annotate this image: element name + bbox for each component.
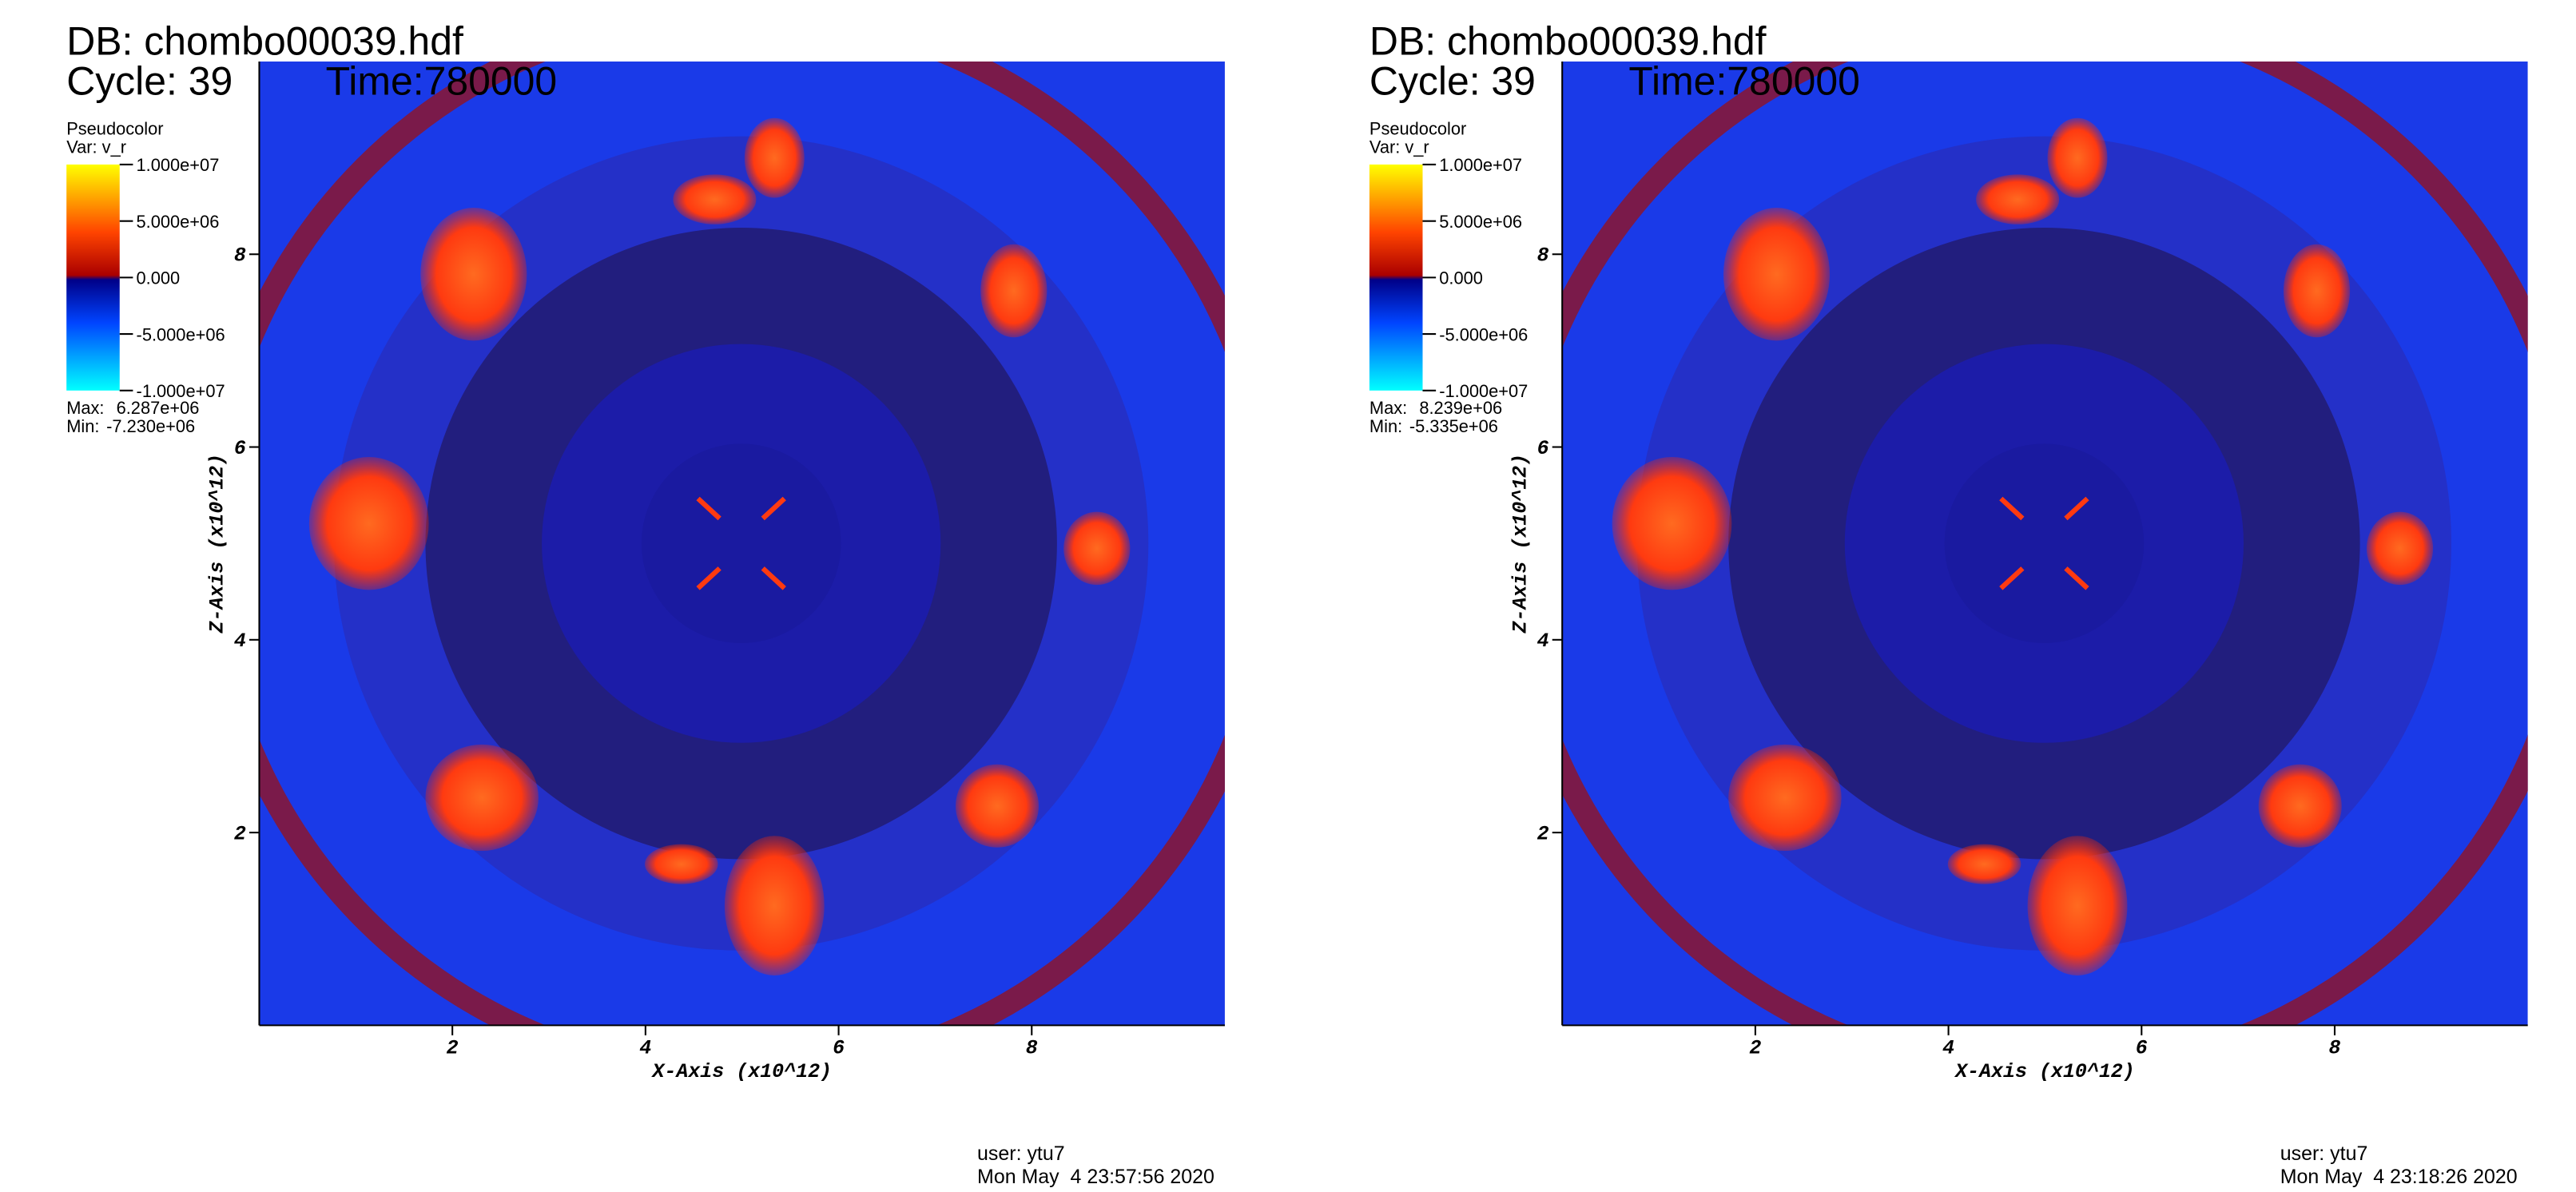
cycle-label: Cycle: 39 <box>66 59 233 104</box>
y-axis-label: Z-Axis (x10^12) <box>1509 454 1532 634</box>
min-value: -7.230e+06 <box>106 416 195 436</box>
x-axis-label: X-Axis (x10^12) <box>650 1061 832 1083</box>
colorbar-tick-label: -1.000e+07 <box>137 381 225 401</box>
user-label: user: ytu7 <box>2280 1142 2368 1165</box>
time-label: Time:780000 <box>326 59 557 104</box>
date-label: Mon May 4 23:18:26 2020 <box>2280 1166 2518 1188</box>
x-tick-label: 8 <box>2328 1038 2340 1060</box>
y-tick-label: 8 <box>1537 245 1549 268</box>
y-tick-label: 4 <box>1537 630 1549 653</box>
y-axis-label: Z-Axis (x10^12) <box>207 454 229 634</box>
max-label: Max: <box>66 398 104 418</box>
x-tick-label: 6 <box>2136 1038 2148 1060</box>
max-label: Max: <box>1369 398 1407 418</box>
colorbar-tick-label: 1.000e+07 <box>137 155 220 175</box>
colorbar-tick-label: -5.000e+06 <box>137 324 225 344</box>
db-label: DB: chombo00039.hdf <box>66 19 463 64</box>
field-right <box>1513 12 2576 1075</box>
user-label: user: ytu7 <box>977 1142 1065 1165</box>
colorbar-tick-label: 1.000e+07 <box>1439 155 1522 175</box>
colorbar-tick-label: 0.000 <box>1439 268 1483 288</box>
legend-title: Pseudocolor <box>1369 118 1466 138</box>
time-label: Time:780000 <box>1628 59 1859 104</box>
y-tick-label: 6 <box>234 438 246 460</box>
colorbar <box>1369 164 1423 391</box>
x-tick-label: 8 <box>1026 1038 1038 1060</box>
x-tick-label: 2 <box>1749 1038 1761 1060</box>
colorbar-tick-label: 5.000e+06 <box>137 212 220 232</box>
max-value: 6.287e+06 <box>117 398 200 418</box>
cycle-label: Cycle: 39 <box>1369 59 1536 104</box>
date-label: Mon May 4 23:57:56 2020 <box>977 1166 1214 1188</box>
field-left <box>209 12 1273 1075</box>
variable-label: Var: v_r <box>66 137 126 157</box>
colorbar-tick-label: 0.000 <box>137 268 181 288</box>
max-value: 8.239e+06 <box>1419 398 1502 418</box>
legend-title: Pseudocolor <box>66 118 163 138</box>
colorbar <box>66 164 120 391</box>
colorbar-tick-label: -1.000e+07 <box>1439 381 1528 401</box>
y-tick-label: 2 <box>234 823 246 845</box>
y-tick-label: 8 <box>234 245 246 268</box>
y-tick-label: 4 <box>234 630 246 653</box>
min-label: Min: <box>1369 416 1402 436</box>
min-label: Min: <box>66 416 99 436</box>
db-label: DB: chombo00039.hdf <box>1369 19 1767 64</box>
variable-label: Var: v_r <box>1369 137 1429 157</box>
min-value: -5.335e+06 <box>1409 416 1498 436</box>
x-tick-label: 2 <box>447 1038 459 1060</box>
y-tick-label: 2 <box>1537 823 1549 845</box>
y-tick-label: 6 <box>1537 438 1549 460</box>
colorbar-tick-label: 5.000e+06 <box>1439 212 1522 232</box>
x-axis-label: X-Axis (x10^12) <box>1954 1061 2135 1083</box>
colorbar-tick-label: -5.000e+06 <box>1439 324 1528 344</box>
x-tick-label: 4 <box>1942 1038 1954 1060</box>
x-tick-label: 6 <box>833 1038 845 1060</box>
x-tick-label: 4 <box>639 1038 651 1060</box>
